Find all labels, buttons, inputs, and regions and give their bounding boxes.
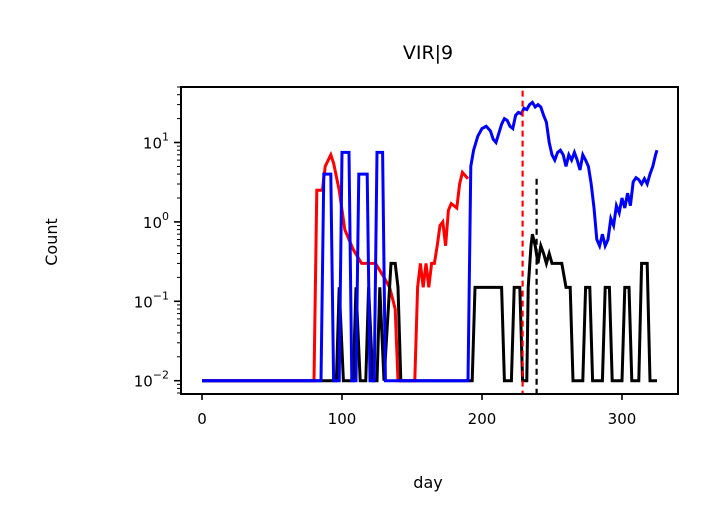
y-axis-label: Count — [42, 218, 61, 266]
x-tick-label-1: 100 — [328, 410, 357, 428]
series-line-0 — [202, 150, 470, 383]
plot-frame — [180, 86, 679, 395]
x-axis-label: day — [413, 473, 442, 492]
y-tick-label-0: 10−2 — [134, 369, 169, 391]
plot-area — [202, 90, 659, 394]
y-tick-label-2: 100 — [143, 210, 169, 232]
x-tick-label-2: 200 — [468, 410, 497, 428]
series-line-2 — [202, 100, 659, 383]
x-tick-label-0: 0 — [197, 410, 207, 428]
y-tick-label-1: 10−1 — [134, 289, 169, 311]
chart-title: VIR|9 — [403, 42, 453, 64]
series-line-1 — [202, 233, 657, 383]
axes: 0 100 200 300 10−2 10−1 100 101 — [134, 86, 679, 428]
x-tick-label-3: 300 — [608, 410, 637, 428]
y-tick-label-3: 101 — [143, 130, 169, 152]
